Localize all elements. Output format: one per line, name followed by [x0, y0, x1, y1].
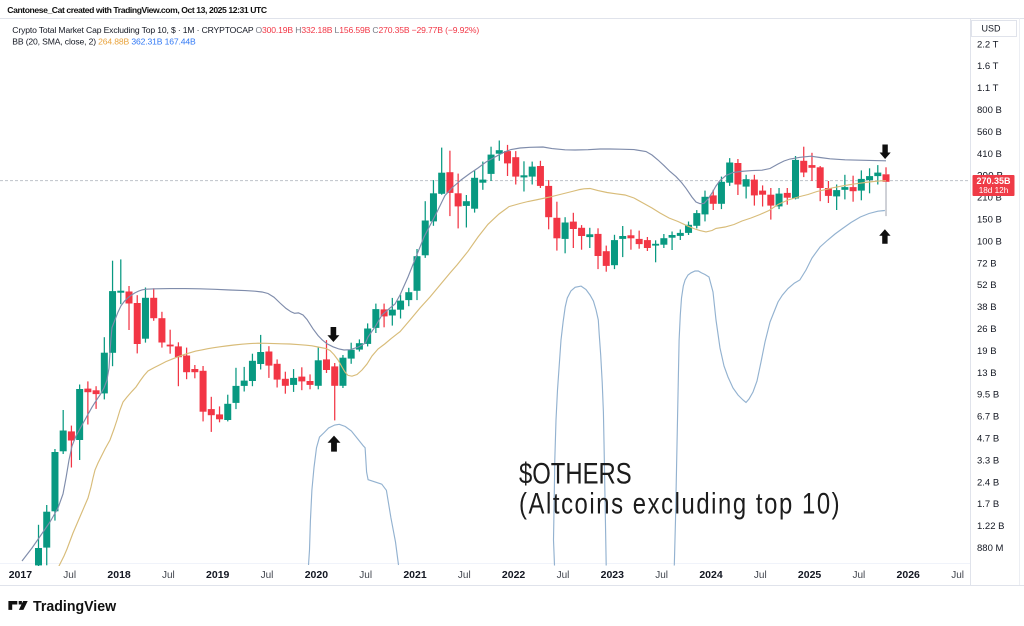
svg-text:880 M: 880 M: [977, 543, 1003, 554]
svg-text:4.7 B: 4.7 B: [977, 434, 999, 445]
svg-text:2.2 T: 2.2 T: [977, 39, 999, 50]
svg-text:3.3 B: 3.3 B: [977, 455, 999, 466]
svg-text:9.5 B: 9.5 B: [977, 390, 999, 401]
svg-text:26 B: 26 B: [977, 324, 997, 335]
svg-text:1.22 B: 1.22 B: [977, 521, 1004, 532]
svg-text:2023: 2023: [601, 569, 625, 581]
svg-text:BB (20, SMA, close, 2) 264.88B: BB (20, SMA, close, 2) 264.88B 362.31B 1…: [12, 37, 196, 47]
svg-text:Jul: Jul: [63, 570, 76, 581]
svg-text:1.1 T: 1.1 T: [977, 83, 999, 94]
svg-text:2021: 2021: [403, 569, 427, 581]
svg-text:2018: 2018: [107, 569, 131, 581]
svg-text:USD: USD: [982, 24, 1002, 34]
svg-text:560 B: 560 B: [977, 127, 1002, 138]
svg-text:2026: 2026: [897, 569, 921, 581]
svg-text:TradingView: TradingView: [33, 599, 117, 615]
svg-text:Jul: Jul: [162, 570, 175, 581]
svg-text:$OTHERS: $OTHERS: [519, 457, 632, 490]
svg-text:Crypto Total Market Cap Exclud: Crypto Total Market Cap Excluding Top 10…: [12, 25, 479, 35]
svg-text:Jul: Jul: [754, 570, 767, 581]
svg-text:72 B: 72 B: [977, 258, 997, 269]
svg-text:2025: 2025: [798, 569, 822, 581]
svg-text:100 B: 100 B: [977, 236, 1002, 247]
svg-text:(Altcoins excluding top 10): (Altcoins excluding top 10): [519, 487, 841, 520]
svg-text:Jul: Jul: [458, 570, 471, 581]
svg-text:800 B: 800 B: [977, 105, 1002, 116]
svg-text:2.4 B: 2.4 B: [977, 477, 999, 488]
svg-text:270.35B: 270.35B: [976, 176, 1011, 186]
svg-text:6.7 B: 6.7 B: [977, 412, 999, 423]
svg-text:150 B: 150 B: [977, 215, 1002, 226]
svg-text:1.7 B: 1.7 B: [977, 499, 999, 510]
svg-text:210 B: 210 B: [977, 193, 1002, 204]
svg-text:1.6 T: 1.6 T: [977, 61, 999, 72]
svg-text:19 B: 19 B: [977, 346, 997, 357]
svg-text:Jul: Jul: [557, 570, 570, 581]
svg-text:Cantonese_Cat created with Tra: Cantonese_Cat created with TradingView.c…: [7, 5, 267, 15]
svg-text:Jul: Jul: [359, 570, 372, 581]
svg-text:Jul: Jul: [853, 570, 866, 581]
svg-text:38 B: 38 B: [977, 302, 997, 313]
svg-text:410 B: 410 B: [977, 149, 1002, 160]
svg-text:2019: 2019: [206, 569, 230, 581]
svg-text:2020: 2020: [305, 569, 329, 581]
svg-text:13 B: 13 B: [977, 368, 997, 379]
svg-text:2024: 2024: [699, 569, 723, 581]
svg-text:Jul: Jul: [951, 570, 964, 581]
svg-text:18d 12h: 18d 12h: [979, 186, 1009, 195]
svg-text:2022: 2022: [502, 569, 526, 581]
svg-text:52 B: 52 B: [977, 280, 997, 291]
svg-text:Jul: Jul: [261, 570, 274, 581]
svg-text:Jul: Jul: [655, 570, 668, 581]
svg-text:2017: 2017: [9, 569, 33, 581]
